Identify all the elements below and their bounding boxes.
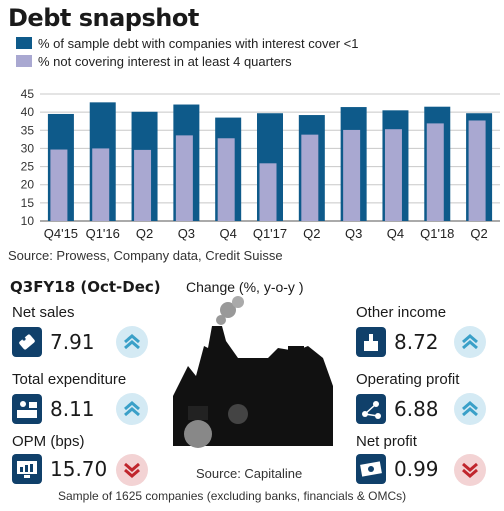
metric-value-opm: 15.70: [50, 457, 108, 481]
metric-label-total-expenditure: Total expenditure: [12, 371, 127, 388]
chart-title: Debt snapshot: [8, 4, 199, 32]
legend-label-series-2: % not covering interest in at least 4 qu…: [38, 53, 292, 69]
bar-series-2: [259, 163, 277, 221]
y-tick-label: 25: [21, 160, 35, 174]
x-tick-label: Q2: [136, 226, 153, 241]
x-tick-label: Q4: [387, 226, 404, 241]
y-tick-label: 45: [21, 88, 35, 101]
legend-item-series-1: % of sample debt with companies with int…: [16, 34, 358, 52]
tag-icon: [12, 327, 42, 357]
x-tick-label: Q1'18: [420, 226, 454, 241]
metric-value-net-profit: 0.99: [394, 457, 439, 481]
chevron-up-icon: [454, 393, 486, 425]
chevron-down-icon: [116, 454, 148, 486]
metric-label-net-sales: Net sales: [12, 304, 75, 321]
bar-series-2: [384, 129, 402, 221]
x-tick-label: Q3: [345, 226, 362, 241]
bar-series-2: [134, 149, 152, 221]
bar-series-2: [92, 148, 110, 221]
bar-chart: 10 15 20 25 30 35 40 45 Q4'15 Q1'16 Q2 Q3 Q4 Q1'17 Q2 Q…: [21, 88, 500, 241]
metric-value-total-expenditure: 8.11: [50, 397, 95, 421]
x-tick-label: Q4'15: [44, 226, 78, 241]
factory-icon: [173, 296, 333, 448]
chart-source: Source: Prowess, Company data, Credit Su…: [8, 248, 283, 263]
x-tick-label: Q1'16: [86, 226, 120, 241]
y-tick-label: 10: [21, 214, 35, 228]
panel-subtitle: Change (%, y-o-y ): [186, 279, 304, 295]
bar-series-2: [468, 120, 486, 221]
bar-series-2: [175, 135, 193, 221]
y-tick-label: 20: [21, 178, 35, 192]
metric-label-opm: OPM (bps): [12, 433, 85, 450]
chevron-down-icon: [454, 454, 486, 486]
expenditure-icon: [12, 394, 42, 424]
x-tick-label: Q1'17: [253, 226, 287, 241]
bar-series-2: [426, 123, 444, 221]
x-tick-label: Q3: [178, 226, 195, 241]
bar-series-2: [50, 149, 68, 221]
metric-label-operating-profit: Operating profit: [356, 371, 460, 388]
x-tick-label: Q4: [220, 226, 237, 241]
chevron-up-icon: [454, 326, 486, 358]
income-icon: [356, 327, 386, 357]
metric-value-net-sales: 7.91: [50, 330, 95, 354]
bar-series-2: [301, 134, 319, 221]
x-tick-label: Q2: [303, 226, 320, 241]
legend-swatch-series-1: [16, 37, 32, 49]
monitor-chart-icon: [12, 454, 42, 484]
chevron-up-icon: [116, 393, 148, 425]
bar-series-2: [217, 138, 235, 221]
y-tick-label: 40: [21, 105, 35, 119]
footnote: Sample of 1625 companies (excluding bank…: [58, 489, 407, 503]
metric-label-net-profit: Net profit: [356, 433, 417, 450]
y-tick-label: 15: [21, 196, 35, 210]
legend-label-series-1: % of sample debt with companies with int…: [38, 35, 359, 51]
cash-icon: [356, 454, 386, 484]
legend-item-series-2: % not covering interest in at least 4 qu…: [16, 52, 292, 70]
panel-title: Q3FY18 (Oct-Dec): [10, 278, 161, 296]
metric-value-other-income: 8.72: [394, 330, 439, 354]
y-tick-label: 35: [21, 123, 35, 137]
legend-swatch-series-2: [16, 55, 32, 67]
metric-value-operating-profit: 6.88: [394, 397, 439, 421]
x-tick-label: Q2: [470, 226, 487, 241]
metric-label-other-income: Other income: [356, 304, 447, 321]
chevron-up-icon: [116, 326, 148, 358]
network-icon: [356, 394, 386, 424]
y-tick-label: 30: [21, 141, 35, 155]
bar-series-2: [343, 129, 361, 221]
panel-source: Source: Capitaline: [196, 466, 303, 481]
